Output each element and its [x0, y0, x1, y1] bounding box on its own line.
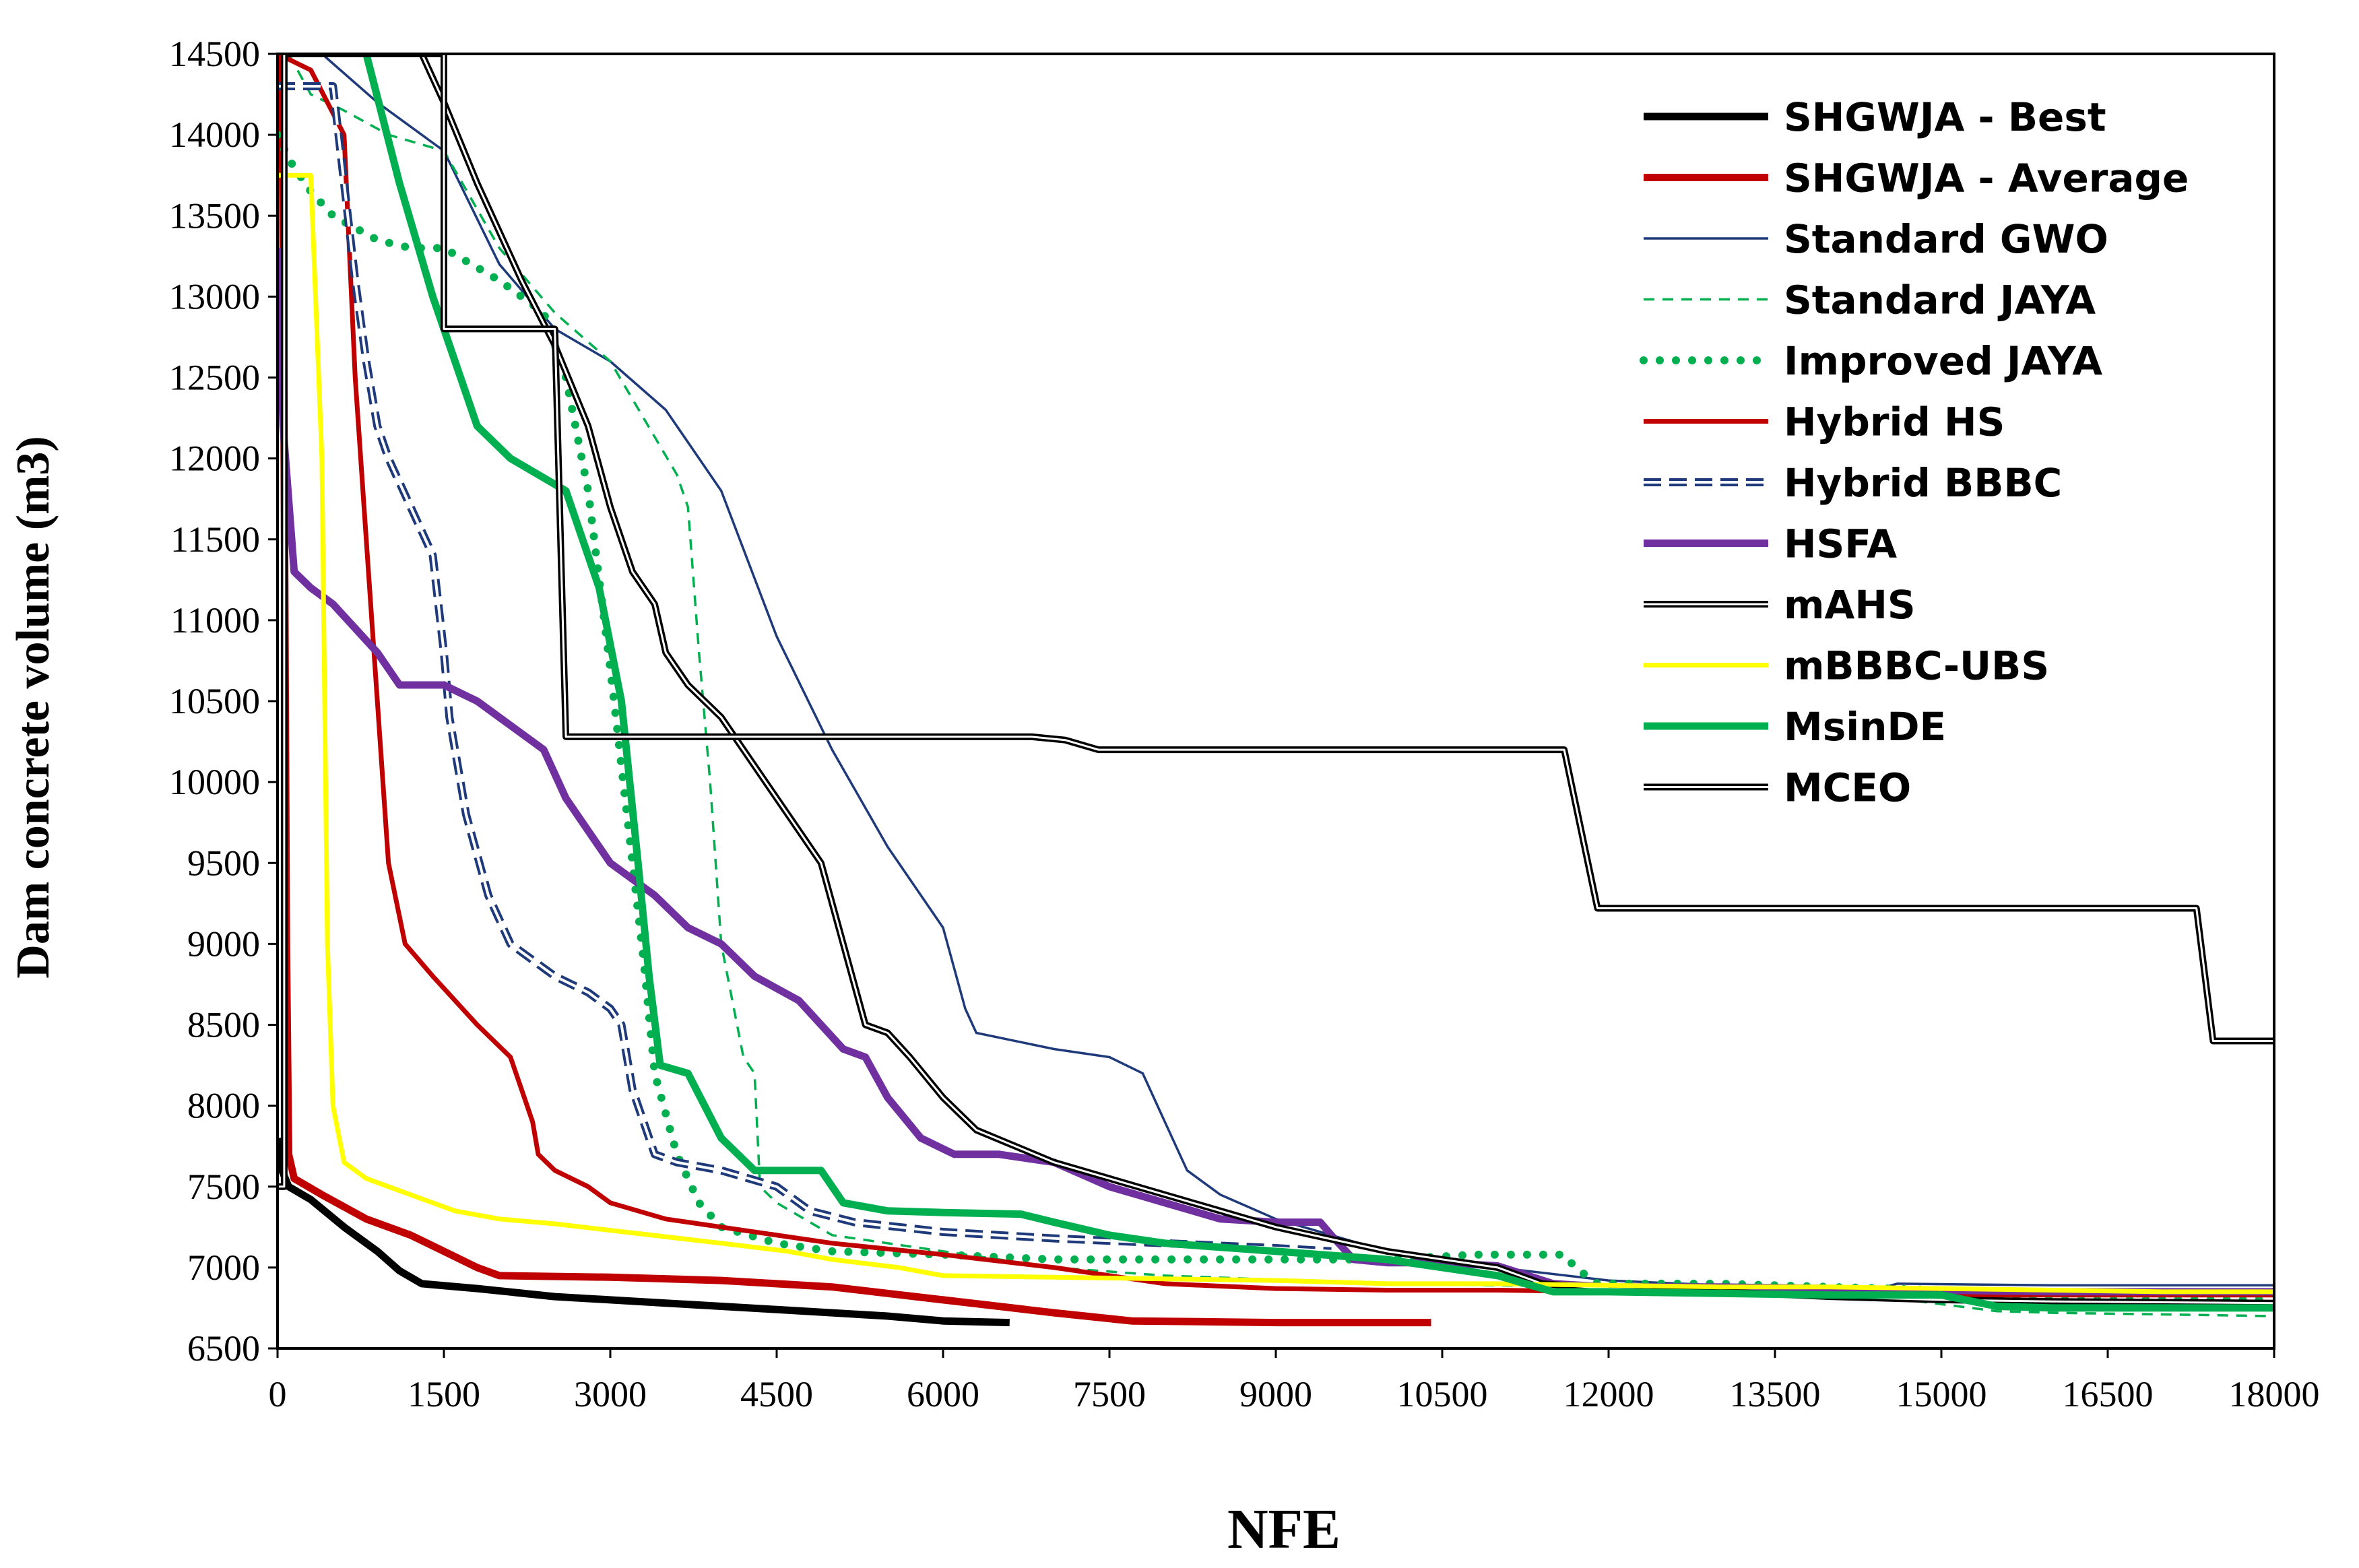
x-tick-label: 15000: [1896, 1374, 1987, 1414]
legend-label: Standard GWO: [1784, 216, 2108, 262]
x-tick-label: 4500: [740, 1374, 813, 1414]
legend-item: HSFA: [1644, 521, 1897, 567]
series-line-hybrid-bbbc: [278, 85, 1332, 1253]
legend-item: MsinDE: [1644, 704, 1946, 750]
series-shgwja-best: [278, 1137, 1010, 1327]
y-tick-label: 9500: [187, 843, 260, 883]
x-tick-label: 10500: [1397, 1374, 1488, 1414]
legend-label: Hybrid HS: [1784, 399, 2005, 445]
y-axis-title: Dam concrete volume (m3): [7, 436, 59, 978]
legend-label: Standard JAYA: [1784, 277, 2096, 323]
y-tick-label: 9000: [187, 923, 260, 964]
y-tick-label: 8500: [187, 1005, 260, 1045]
x-tick-label: 12000: [1563, 1374, 1654, 1414]
series-line-msinde: [362, 54, 2274, 1312]
legend-item: Hybrid BBBC: [1644, 460, 2062, 506]
series-layer: [278, 54, 2274, 1327]
y-tick-label: 14500: [169, 34, 260, 74]
legend-item: Standard JAYA: [1644, 277, 2096, 323]
legend-label: mAHS: [1784, 582, 1916, 628]
x-tick-label: 16500: [2063, 1374, 2154, 1414]
x-tick-label: 1500: [408, 1374, 480, 1414]
x-tick-label: 3000: [574, 1374, 647, 1414]
legend-item: SHGWJA - Best: [1644, 94, 2106, 140]
legend-item: Hybrid HS: [1644, 399, 2005, 445]
y-tick-label: 10000: [169, 762, 260, 802]
y-tick-label: 14000: [169, 115, 260, 155]
legend-label: MCEO: [1784, 765, 1911, 811]
legend-label: HSFA: [1784, 521, 1897, 567]
x-tick-label: 7500: [1073, 1374, 1146, 1414]
y-tick-label: 8000: [187, 1086, 260, 1126]
legend-item: Improved JAYA: [1640, 338, 2102, 384]
x-tick-label: 6000: [907, 1374, 979, 1414]
series-shgwja-average: [278, 54, 1431, 1327]
legend-item: SHGWJA - Average: [1644, 156, 2189, 201]
legend-label: Improved JAYA: [1784, 338, 2102, 384]
y-tick-label: 11500: [170, 519, 260, 560]
series-line-shgwja-average: [278, 54, 1431, 1327]
legend-item: mBBBC-UBS: [1644, 643, 2049, 689]
legend-label: Hybrid BBBC: [1784, 460, 2062, 506]
legend-label: mBBBC-UBS: [1784, 643, 2049, 689]
y-axis-ticks: 6500 7000 7500 8000 8500 9000 9500 10000 10500 11…: [169, 34, 278, 1369]
x-tick-label: 18000: [2229, 1374, 2320, 1414]
x-tick-label: 0: [269, 1374, 287, 1414]
series-mceo: [278, 54, 2274, 1190]
y-tick-label: 13500: [169, 195, 260, 236]
series-line-shgwja-best: [278, 1137, 1010, 1327]
x-axis-ticks: 0 1500 3000 4500 6000 7500 9000 10500 12000 13500…: [269, 1348, 2320, 1414]
y-tick-label: 7000: [187, 1247, 260, 1288]
y-tick-label: 12500: [169, 358, 260, 398]
y-tick-label: 12000: [169, 438, 260, 479]
x-tick-label: 13500: [1730, 1374, 1821, 1414]
legend-label: SHGWJA - Best: [1784, 94, 2106, 140]
series-line-mceo: [278, 54, 2274, 1188]
series-msinde: [362, 54, 2274, 1312]
legend-label: SHGWJA - Average: [1784, 156, 2189, 201]
y-tick-label: 11000: [170, 600, 260, 641]
y-tick-label: 10500: [169, 681, 260, 721]
x-tick-label: 9000: [1239, 1374, 1312, 1414]
series-line-mbbbc-ubs: [278, 172, 2274, 1295]
legend-label: MsinDE: [1784, 704, 1946, 750]
y-tick-label: 13000: [169, 276, 260, 317]
legend: SHGWJA - Best SHGWJA - Average Standard GW…: [1640, 94, 2189, 811]
series-mbbbc-ubs: [278, 172, 2274, 1295]
legend-item: MCEO: [1644, 765, 1911, 811]
legend-item: Standard GWO: [1644, 216, 2108, 262]
x-axis-title: NFE: [1227, 1498, 1340, 1561]
y-tick-label: 7500: [187, 1167, 260, 1207]
series-hybrid-bbbc: [278, 82, 1332, 1255]
legend-item: mAHS: [1644, 582, 1916, 628]
y-tick-label: 6500: [187, 1328, 260, 1369]
